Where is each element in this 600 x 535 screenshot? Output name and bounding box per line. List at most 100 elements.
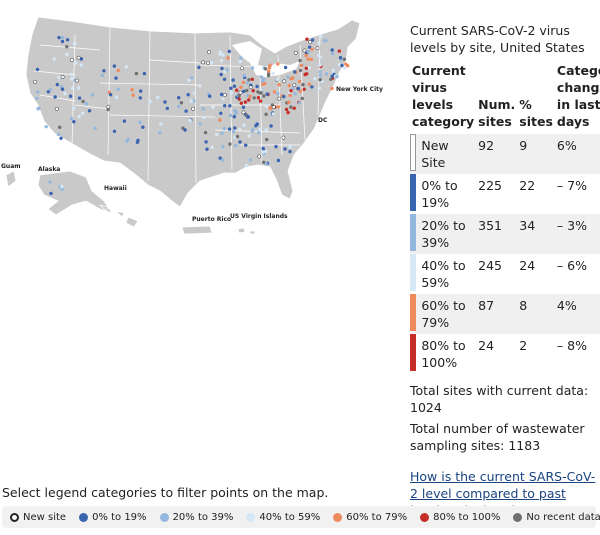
site-dot[interactable] [298,68,303,73]
site-dot[interactable] [251,89,255,93]
site-dot[interactable] [116,68,120,73]
site-dot[interactable] [84,102,89,106]
site-dot[interactable] [272,90,277,94]
site-dot[interactable] [291,86,295,91]
site-dot[interactable] [219,59,224,63]
site-dot[interactable] [235,134,240,139]
legend-item-no-recent-data[interactable]: No recent data [513,512,600,523]
site-dot[interactable] [73,61,78,65]
site-dot[interactable] [263,67,268,71]
site-dot[interactable] [70,86,75,90]
site-dot[interactable] [108,93,113,97]
legend-item-new-site[interactable]: New site [10,512,66,523]
site-dot[interactable] [330,86,334,91]
site-dot[interactable] [292,106,296,110]
site-dot[interactable] [102,69,106,73]
site-dot[interactable] [343,66,347,70]
site-dot[interactable] [305,37,309,41]
site-dot[interactable] [134,71,139,76]
site-dot[interactable] [330,48,334,52]
site-dot[interactable] [259,75,263,79]
site-dot[interactable] [237,93,241,98]
site-dot[interactable] [301,83,305,87]
site-dot[interactable] [298,89,303,94]
site-dot[interactable] [340,63,344,68]
site-dot[interactable] [156,95,160,99]
site-dot[interactable] [202,115,206,120]
site-dot[interactable] [238,127,242,131]
site-dot[interactable] [204,140,208,144]
site-dot[interactable] [112,64,117,68]
site-dot[interactable] [72,41,77,46]
site-dot[interactable] [259,91,263,95]
site-dot[interactable] [35,90,40,94]
site-dot[interactable] [93,126,97,130]
site-dot[interactable] [242,89,246,94]
site-dot[interactable] [252,96,256,100]
site-dot[interactable] [276,158,281,163]
site-dot[interactable] [221,145,225,149]
site-dot[interactable] [246,115,250,119]
site-dot[interactable] [44,125,48,129]
site-dot[interactable] [106,104,111,109]
site-dot[interactable] [264,162,268,166]
site-dot[interactable] [232,84,237,88]
site-dot[interactable] [138,96,142,100]
site-dot[interactable] [284,107,289,112]
site-dot[interactable] [227,127,232,131]
site-dot[interactable] [206,61,210,65]
site-dot[interactable] [302,48,307,53]
site-dot[interactable] [90,93,95,97]
site-dot[interactable] [317,41,321,45]
site-dot[interactable] [69,72,74,77]
site-dot[interactable] [57,75,61,80]
site-dot[interactable] [81,99,85,104]
site-dot[interactable] [330,74,334,78]
site-dot[interactable] [60,187,64,191]
site-dot[interactable] [276,91,280,96]
site-dot[interactable] [264,149,268,153]
legend-item-40-59[interactable]: 40% to 59% [246,512,320,523]
site-dot[interactable] [69,58,74,63]
site-dot[interactable] [245,88,249,93]
site-dot[interactable] [219,72,223,77]
site-dot[interactable] [60,75,65,80]
site-dot[interactable] [220,131,224,135]
site-dot[interactable] [251,128,255,132]
site-dot[interactable] [49,191,53,196]
site-dot[interactable] [307,45,312,49]
site-dot[interactable] [286,75,290,79]
site-dot[interactable] [201,60,206,65]
site-dot[interactable] [283,65,288,70]
site-dot[interactable] [240,66,244,71]
site-dot[interactable] [116,87,121,91]
site-dot[interactable] [330,51,335,56]
site-dot[interactable] [293,70,297,74]
site-dot[interactable] [281,135,286,140]
site-dot[interactable] [318,70,322,74]
site-dot[interactable] [130,88,134,92]
site-dot[interactable] [266,72,271,76]
site-dot[interactable] [56,132,61,137]
site-dot[interactable] [165,106,169,111]
site-dot[interactable] [219,92,224,97]
site-dot[interactable] [52,57,56,61]
site-dot[interactable] [322,38,327,43]
site-dot[interactable] [297,79,302,84]
site-dot[interactable] [190,76,194,80]
site-dot[interactable] [207,50,212,55]
site-dot[interactable] [310,85,314,89]
site-dot[interactable] [221,97,225,101]
site-dot[interactable] [274,144,278,149]
site-dot[interactable] [60,184,64,189]
site-dot[interactable] [187,78,191,83]
site-dot[interactable] [198,122,202,126]
site-dot[interactable] [215,133,219,137]
site-dot[interactable] [288,93,292,98]
site-dot[interactable] [179,101,184,105]
site-dot[interactable] [247,134,251,138]
site-dot[interactable] [302,87,306,92]
site-dot[interactable] [335,74,339,79]
site-dot[interactable] [233,144,238,148]
site-dot[interactable] [234,110,238,114]
